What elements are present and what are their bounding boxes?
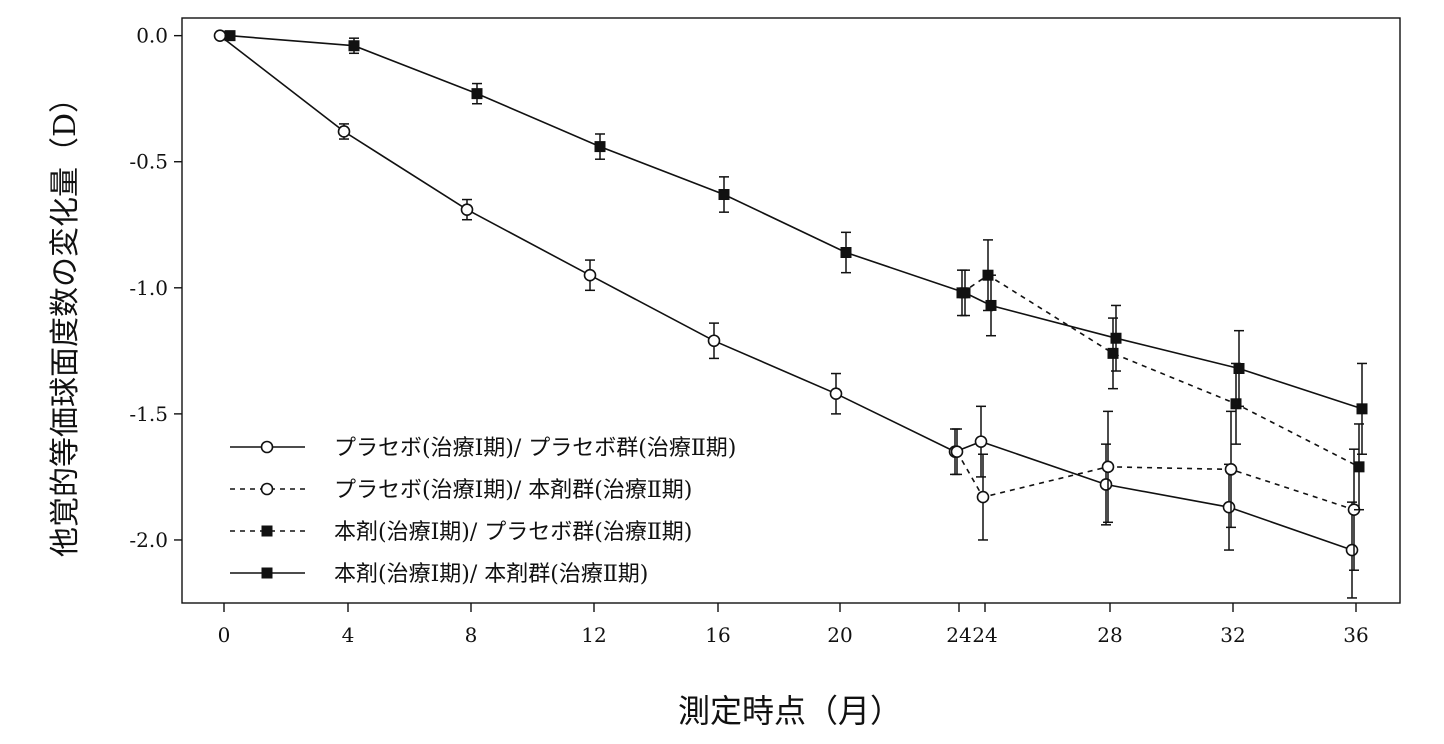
x-tick-label: 4	[342, 623, 355, 647]
series-group	[956, 239, 1365, 511]
series-line	[961, 274, 1360, 468]
data-point	[1099, 478, 1113, 491]
series-group	[213, 29, 1359, 599]
data-point	[213, 29, 227, 42]
series-line	[956, 451, 1355, 511]
data-point	[976, 490, 990, 504]
data-point	[1230, 398, 1242, 410]
data-point	[471, 88, 483, 100]
data-point	[829, 387, 843, 401]
x-tick-label: 24	[946, 623, 971, 647]
x-tick-label: 0	[218, 623, 231, 647]
x-tick-label: 28	[1097, 623, 1122, 647]
x-tick-label: 16	[705, 623, 730, 647]
data-point	[1107, 347, 1119, 359]
x-tick-label: 12	[581, 623, 606, 647]
series-layer	[213, 29, 1368, 599]
data-point	[1345, 543, 1359, 557]
data-point	[985, 299, 997, 311]
data-point	[959, 287, 971, 299]
y-axis-title: 他覚的等価球面度数の変化量（D）	[48, 83, 83, 557]
x-axis-title: 測定時点（月）	[678, 692, 902, 730]
data-point	[1356, 403, 1368, 415]
legend-marker	[261, 525, 273, 537]
x-tick-label: 24	[972, 623, 997, 647]
data-point	[337, 125, 351, 138]
data-point	[1101, 460, 1115, 474]
data-point	[707, 334, 721, 348]
legend-label: 本剤(治療Ⅰ期)/ プラセボ群(治療Ⅱ期)	[334, 520, 692, 545]
x-tick-label: 20	[827, 623, 852, 647]
legend-label: 本剤(治療Ⅰ期)/ 本剤群(治療Ⅱ期)	[334, 562, 648, 587]
x-tick-label: 32	[1220, 623, 1245, 647]
series-line	[229, 34, 1363, 410]
x-tick-label: 8	[465, 623, 478, 647]
x-tick-label: 36	[1343, 623, 1368, 647]
data-point	[1222, 500, 1236, 514]
y-tick-label: 0.0	[136, 24, 168, 48]
data-point	[583, 268, 597, 282]
y-tick-label: -1.5	[129, 402, 168, 426]
data-point	[1224, 463, 1238, 476]
data-point	[974, 435, 988, 448]
x-axis-ticks: 0 4 8 12 16 20 24 24 28 32 36	[218, 603, 1369, 647]
legend-marker	[260, 482, 274, 496]
data-point	[1233, 362, 1245, 374]
legend: プラセボ(治療Ⅰ期)/ プラセボ群(治療Ⅱ期) プラセボ(治療Ⅰ期)/ 本剤群(治…	[230, 436, 736, 587]
y-tick-label: -1.0	[129, 276, 168, 300]
data-point	[348, 40, 360, 52]
data-point	[718, 189, 730, 201]
legend-marker	[260, 440, 274, 454]
data-point	[950, 445, 964, 459]
data-point	[1353, 461, 1365, 473]
plot-frame	[181, 17, 1401, 604]
data-point	[224, 30, 236, 42]
data-point	[1110, 332, 1122, 344]
series-group	[224, 30, 1368, 455]
data-point	[840, 247, 852, 259]
data-point	[460, 203, 474, 216]
legend-marker	[261, 567, 273, 579]
legend-label: プラセボ(治療Ⅰ期)/ 本剤群(治療Ⅱ期)	[334, 478, 692, 503]
y-tick-label: -2.0	[129, 528, 168, 552]
data-point	[594, 141, 606, 153]
legend-label: プラセボ(治療Ⅰ期)/ プラセボ群(治療Ⅱ期)	[334, 436, 736, 461]
y-tick-label: -0.5	[129, 150, 168, 174]
y-axis-ticks: 0.0 -0.5 -1.0 -1.5 -2.0	[129, 24, 182, 552]
series-line	[219, 35, 1353, 551]
